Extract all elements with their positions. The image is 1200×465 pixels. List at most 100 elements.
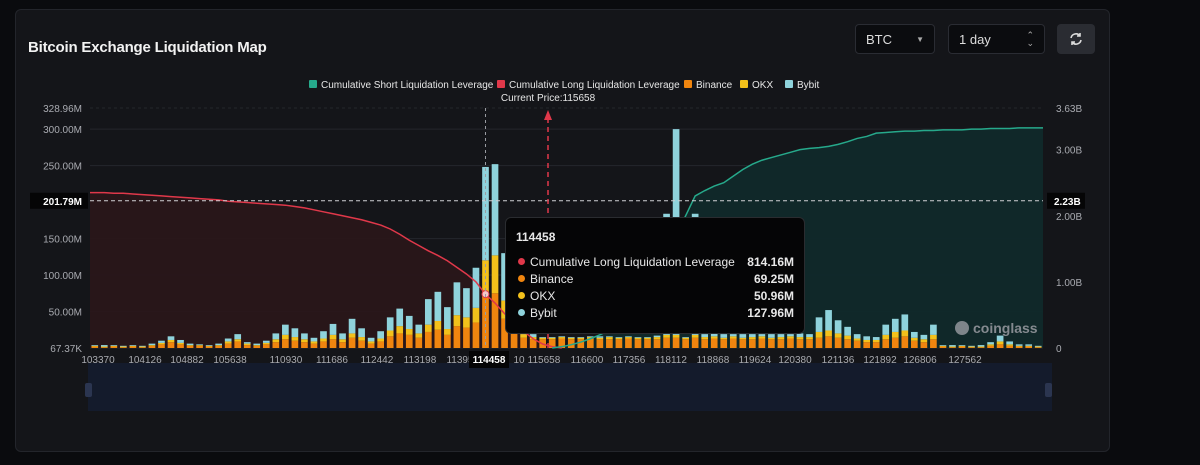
period-select[interactable]: 1 day ⌃ ⌄ bbox=[948, 24, 1045, 54]
bybit-bar bbox=[872, 337, 880, 340]
binance-bar bbox=[748, 339, 756, 348]
binance-bar bbox=[282, 339, 289, 348]
caret-down-icon: ▼ bbox=[916, 34, 924, 44]
x-axis-tick: 118868 bbox=[697, 355, 730, 366]
binance-bar bbox=[653, 339, 661, 348]
binance-bar bbox=[339, 342, 346, 348]
series-dot-icon bbox=[518, 258, 525, 265]
left-hover-label: 201.79M bbox=[43, 197, 82, 208]
legend-item[interactable]: Bybit bbox=[785, 80, 819, 91]
bybit-bar bbox=[472, 267, 480, 308]
bybit-bar bbox=[1006, 341, 1013, 345]
okx-bar bbox=[377, 338, 385, 342]
zoom-slider-right-handle[interactable] bbox=[1045, 383, 1052, 397]
bybit-bar bbox=[958, 345, 966, 346]
okx-bar bbox=[148, 345, 156, 346]
coin-select[interactable]: BTC ▼ bbox=[855, 24, 935, 54]
binance-bar bbox=[272, 342, 280, 348]
binance-bar bbox=[329, 339, 337, 348]
bybit-bar bbox=[920, 334, 928, 340]
binance-bar bbox=[691, 337, 699, 348]
binance-bar bbox=[796, 339, 804, 348]
refresh-button[interactable] bbox=[1057, 24, 1095, 54]
legend-item[interactable]: OKX bbox=[740, 80, 773, 91]
legend-item[interactable]: Cumulative Short Liquidation Leverage bbox=[309, 80, 494, 91]
bybit-bar bbox=[91, 345, 99, 346]
bybit-bar bbox=[768, 334, 775, 338]
bybit-bar bbox=[453, 282, 461, 316]
binance-bar bbox=[158, 344, 165, 348]
bybit-bar bbox=[653, 335, 661, 338]
okx-bar bbox=[158, 342, 165, 345]
bybit-bar bbox=[968, 345, 975, 347]
okx-bar bbox=[968, 346, 975, 348]
okx-bar bbox=[491, 255, 499, 294]
binance-bar bbox=[586, 338, 594, 348]
okx-bar bbox=[949, 346, 956, 348]
okx-bar bbox=[644, 337, 651, 340]
bybit-bar bbox=[844, 326, 851, 336]
bybit-bar bbox=[586, 336, 594, 338]
binance-bar bbox=[186, 345, 194, 348]
bybit-bar bbox=[615, 337, 623, 338]
legend-item[interactable]: Cumulative Long Liquidation Leverage bbox=[497, 80, 680, 91]
zoom-slider-left-handle[interactable] bbox=[85, 383, 92, 397]
bybit-bar bbox=[825, 310, 832, 331]
bybit-bar bbox=[930, 324, 937, 335]
okx-bar bbox=[920, 339, 928, 343]
binance-bar bbox=[729, 338, 737, 348]
okx-bar bbox=[91, 345, 99, 347]
okx-bar bbox=[615, 337, 623, 340]
okx-bar bbox=[139, 346, 146, 348]
bybit-bar bbox=[625, 336, 632, 338]
okx-bar bbox=[386, 330, 394, 337]
binance-bar bbox=[853, 340, 861, 348]
bybit-bar bbox=[262, 340, 270, 343]
binance-bar bbox=[205, 346, 213, 348]
right-hover-label: 2.23B bbox=[1054, 197, 1081, 208]
series-dot-icon bbox=[518, 275, 525, 282]
bybit-bar bbox=[1015, 344, 1023, 346]
okx-bar bbox=[539, 337, 547, 340]
watermark-text: coinglass bbox=[973, 320, 1038, 336]
okx-bar bbox=[548, 337, 556, 340]
series-dot-icon bbox=[518, 309, 525, 316]
legend-label: Cumulative Short Liquidation Leverage bbox=[321, 80, 494, 91]
binance-bar bbox=[377, 341, 385, 348]
x-axis-tick: 104126 bbox=[128, 355, 162, 366]
okx-bar bbox=[672, 334, 680, 338]
okx-bar bbox=[882, 334, 890, 340]
bybit-bar bbox=[644, 337, 651, 338]
tooltip-row: Bybit 127.96M bbox=[516, 304, 794, 321]
binance-bar bbox=[215, 345, 222, 348]
x-axis-tick: 126806 bbox=[903, 355, 937, 366]
bybit-bar bbox=[243, 342, 251, 344]
right-axis-tick: 0 bbox=[1056, 344, 1062, 355]
okx-bar bbox=[329, 334, 337, 340]
okx-bar bbox=[1015, 345, 1023, 347]
left-axis-tick: 250.00M bbox=[43, 162, 82, 173]
binance-bar bbox=[463, 327, 470, 348]
binance-bar bbox=[100, 347, 108, 348]
bybit-bar bbox=[320, 331, 327, 339]
binance-bar bbox=[482, 297, 489, 348]
right-axis-tick: 2.00B bbox=[1056, 212, 1082, 223]
okx-bar bbox=[901, 330, 909, 337]
bybit-bar bbox=[129, 345, 137, 346]
binance-bar bbox=[1025, 346, 1033, 348]
bybit-bar bbox=[167, 336, 175, 340]
binance-bar bbox=[977, 347, 985, 348]
okx-bar bbox=[100, 346, 108, 348]
legend-item[interactable]: Binance bbox=[684, 80, 733, 91]
okx-bar bbox=[710, 336, 718, 339]
legend-swatch-icon bbox=[497, 80, 505, 88]
okx-bar bbox=[339, 339, 346, 343]
okx-bar bbox=[977, 346, 985, 348]
binance-bar bbox=[415, 337, 423, 348]
bybit-bar bbox=[329, 323, 337, 335]
x-axis-tick: 118112 bbox=[655, 355, 687, 366]
okx-bar bbox=[577, 337, 585, 340]
x-axis-tick: 120380 bbox=[778, 355, 812, 366]
okx-bar bbox=[653, 337, 661, 340]
binance-bar bbox=[806, 339, 813, 348]
